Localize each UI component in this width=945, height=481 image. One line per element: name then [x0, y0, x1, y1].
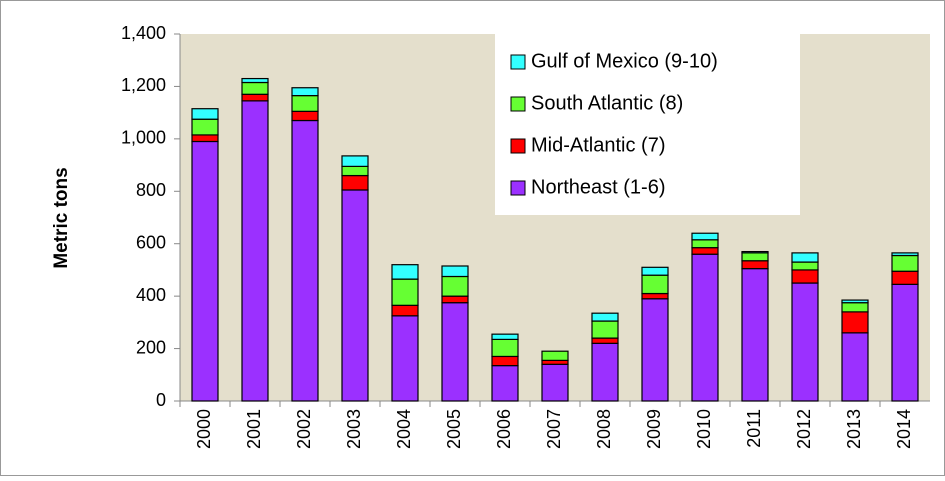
bar-segment	[891, 270, 919, 285]
bar-segment	[191, 118, 219, 136]
legend-label: Gulf of Mexico (9-10)	[531, 50, 718, 72]
bar-segment	[741, 260, 769, 270]
bar-segment	[641, 266, 669, 276]
y-tick-label: 1,200	[121, 75, 166, 95]
x-tick-label: 2013	[844, 409, 864, 449]
bar-segment	[491, 355, 519, 367]
bar-segment	[491, 338, 519, 358]
legend-box	[495, 34, 800, 215]
y-tick-label: 400	[136, 285, 166, 305]
x-tick-label: 2009	[644, 409, 664, 449]
bar-segment	[391, 315, 419, 402]
bar-segment	[741, 268, 769, 402]
y-tick-label: 1,400	[121, 23, 166, 43]
bar-segment	[791, 252, 819, 263]
bar-segment	[841, 332, 869, 402]
legend-swatch	[510, 138, 526, 154]
x-tick-label: 2014	[894, 409, 914, 449]
bar-segment	[841, 302, 869, 313]
bar-segment	[241, 100, 269, 402]
bar-segment	[341, 155, 369, 167]
bar-segment	[791, 261, 819, 271]
y-axis-label: Metric tons	[51, 167, 72, 268]
bar-segment	[391, 278, 419, 306]
bar-segment	[191, 140, 219, 402]
bar-segment	[891, 254, 919, 272]
legend-label: Northeast (1-6)	[531, 176, 666, 198]
x-tick-label: 2007	[544, 409, 564, 449]
bar-segment	[791, 269, 819, 284]
legend-swatch	[510, 96, 526, 112]
bar-segment	[241, 93, 269, 102]
bar-segment	[391, 304, 419, 317]
bar-segment	[641, 292, 669, 300]
x-tick-label: 2006	[494, 409, 514, 449]
bar-segment	[641, 298, 669, 402]
bar-segment	[291, 110, 319, 122]
legend-swatch	[510, 180, 526, 196]
bar-segment	[191, 134, 219, 143]
x-tick-label: 2011	[744, 409, 764, 448]
y-tick-label: 600	[136, 232, 166, 252]
legend-label: South Atlantic (8)	[531, 92, 683, 114]
x-tick-label: 2000	[194, 409, 214, 449]
bar-segment	[891, 252, 919, 257]
bar-segment	[341, 165, 369, 177]
x-tick-label: 2003	[344, 409, 364, 449]
legend-label: Mid-Atlantic (7)	[531, 134, 665, 156]
x-tick-label: 2010	[694, 409, 714, 449]
y-tick-label: 0	[156, 390, 166, 410]
bar-segment	[191, 108, 219, 120]
bar-segment	[541, 350, 569, 361]
bar-segment	[441, 295, 469, 304]
bar-segment	[341, 189, 369, 402]
bar-segment	[791, 282, 819, 402]
legend-swatch	[510, 54, 526, 70]
bar-segment	[841, 299, 869, 304]
bar-segment	[591, 337, 619, 344]
bar-segment	[241, 81, 269, 95]
x-tick-label: 2008	[594, 409, 614, 449]
x-tick-label: 2004	[394, 409, 414, 449]
bar-segment	[441, 302, 469, 402]
bar-segment	[491, 333, 519, 340]
y-tick-label: 200	[136, 337, 166, 357]
bar-segment	[291, 95, 319, 112]
x-tick-label: 2002	[294, 409, 314, 449]
bar-segment	[591, 320, 619, 339]
x-tick-label: 2012	[794, 409, 814, 449]
bar-segment	[241, 77, 269, 84]
bar-segment	[391, 264, 419, 280]
bar-segment	[541, 363, 569, 402]
y-tick-label: 800	[136, 180, 166, 200]
bar-segment	[641, 274, 669, 295]
bar-segment	[491, 365, 519, 402]
bar-segment	[741, 250, 769, 254]
bar-segment	[691, 232, 719, 241]
bar-segment	[291, 87, 319, 97]
x-tick-label: 2005	[444, 409, 464, 449]
bar-segment	[691, 247, 719, 255]
bar-segment	[441, 265, 469, 278]
bar-segment	[441, 275, 469, 297]
y-tick-label: 1,000	[121, 128, 166, 148]
bar-segment	[741, 252, 769, 262]
bar-segment	[841, 311, 869, 334]
x-tick-label: 2001	[244, 409, 264, 449]
bar-segment	[591, 312, 619, 322]
bar-segment	[591, 342, 619, 402]
bar-segment	[691, 239, 719, 249]
bar-segment	[291, 119, 319, 402]
bar-segment	[341, 174, 369, 191]
bar-segment	[891, 283, 919, 402]
bar-segment	[691, 253, 719, 402]
